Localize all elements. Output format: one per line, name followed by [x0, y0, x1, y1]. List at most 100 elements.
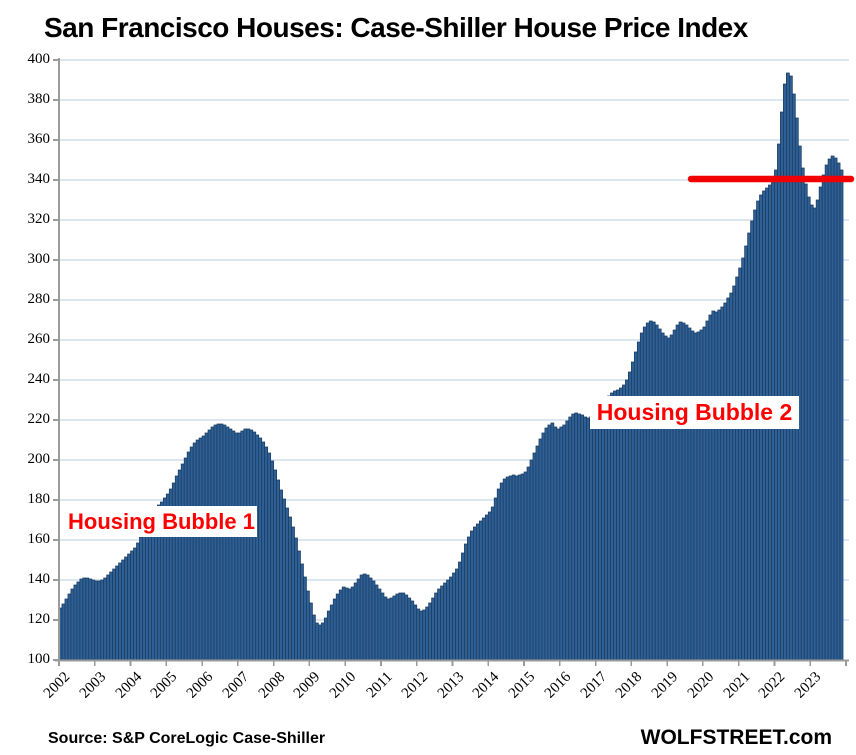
y-tick-label: 100 [27, 651, 51, 667]
bar [279, 489, 283, 661]
bar [636, 341, 641, 661]
bar [699, 329, 704, 661]
bar [523, 471, 528, 661]
bar [73, 584, 78, 661]
bar [732, 285, 737, 661]
bar [234, 432, 239, 661]
bar [407, 597, 412, 661]
bar [291, 526, 295, 661]
y-tick-label: 240 [27, 371, 51, 387]
bar [264, 446, 269, 661]
annotation-housing-bubble-1: Housing Bubble 1 [66, 506, 257, 537]
bar [294, 537, 298, 661]
bar [386, 598, 391, 661]
bar [434, 592, 438, 661]
bar [142, 530, 146, 661]
bar [717, 309, 722, 661]
bar [818, 186, 823, 661]
bar [416, 608, 421, 661]
y-tick-label: 320 [27, 211, 51, 227]
bar [529, 459, 534, 661]
bar [836, 162, 841, 661]
bar [377, 588, 382, 661]
bar [401, 592, 406, 661]
bar [553, 426, 558, 661]
bar [747, 232, 751, 661]
bar [94, 580, 99, 661]
bar [347, 588, 352, 661]
bar [499, 482, 504, 661]
bar [100, 579, 105, 661]
bar [246, 428, 251, 661]
bar [180, 463, 185, 661]
bar [323, 617, 328, 661]
y-tick-label: 200 [27, 451, 51, 467]
bar [276, 479, 280, 661]
bar [371, 580, 376, 661]
bar [687, 327, 692, 661]
bar [404, 594, 409, 661]
bar [690, 330, 695, 661]
bar [338, 589, 343, 661]
bar [711, 310, 716, 661]
bar [535, 445, 540, 661]
y-tick-label: 340 [27, 171, 51, 187]
bar [675, 324, 680, 661]
bar [666, 337, 671, 661]
bar [803, 183, 808, 661]
bar [314, 622, 319, 661]
bar [484, 514, 489, 661]
bar [252, 431, 257, 661]
bar [583, 416, 588, 661]
bar [660, 332, 665, 661]
bar [258, 437, 263, 661]
bar [604, 399, 608, 661]
bar [475, 523, 480, 661]
bar [458, 561, 462, 661]
bar [520, 473, 525, 661]
bar [750, 220, 754, 661]
bar [109, 571, 114, 661]
bar [249, 429, 254, 661]
bar [684, 324, 689, 661]
y-tick-label: 300 [27, 251, 51, 267]
bar [228, 428, 233, 661]
bar [353, 582, 358, 661]
bar [788, 75, 793, 661]
bar [195, 439, 200, 661]
bar [443, 582, 447, 661]
bar [577, 413, 582, 661]
bar [493, 497, 498, 661]
bar [282, 498, 286, 661]
bar [192, 442, 197, 661]
bar [472, 526, 477, 661]
bar [702, 326, 707, 661]
bar [67, 593, 72, 661]
watermark-wolfstreet: WOLFSTREET.com [640, 726, 832, 749]
bar [607, 395, 611, 661]
bar [61, 603, 66, 661]
bar [490, 506, 495, 661]
bar [663, 335, 668, 661]
bar [389, 597, 394, 661]
bar [723, 302, 728, 661]
bar [839, 169, 844, 661]
bar [550, 422, 555, 661]
bar [815, 199, 820, 661]
bar [341, 586, 346, 661]
bar [726, 297, 731, 661]
bar [320, 622, 325, 661]
bar [487, 511, 492, 661]
bar [467, 536, 471, 661]
bar [213, 424, 218, 661]
bar [329, 604, 334, 661]
bar [505, 476, 510, 661]
y-tick-label: 360 [27, 131, 51, 147]
bar [601, 404, 605, 661]
bar [273, 469, 277, 661]
bar [786, 72, 790, 661]
bar [201, 435, 206, 661]
bar [478, 520, 483, 661]
y-tick-label: 160 [27, 531, 51, 547]
bar [97, 580, 102, 661]
